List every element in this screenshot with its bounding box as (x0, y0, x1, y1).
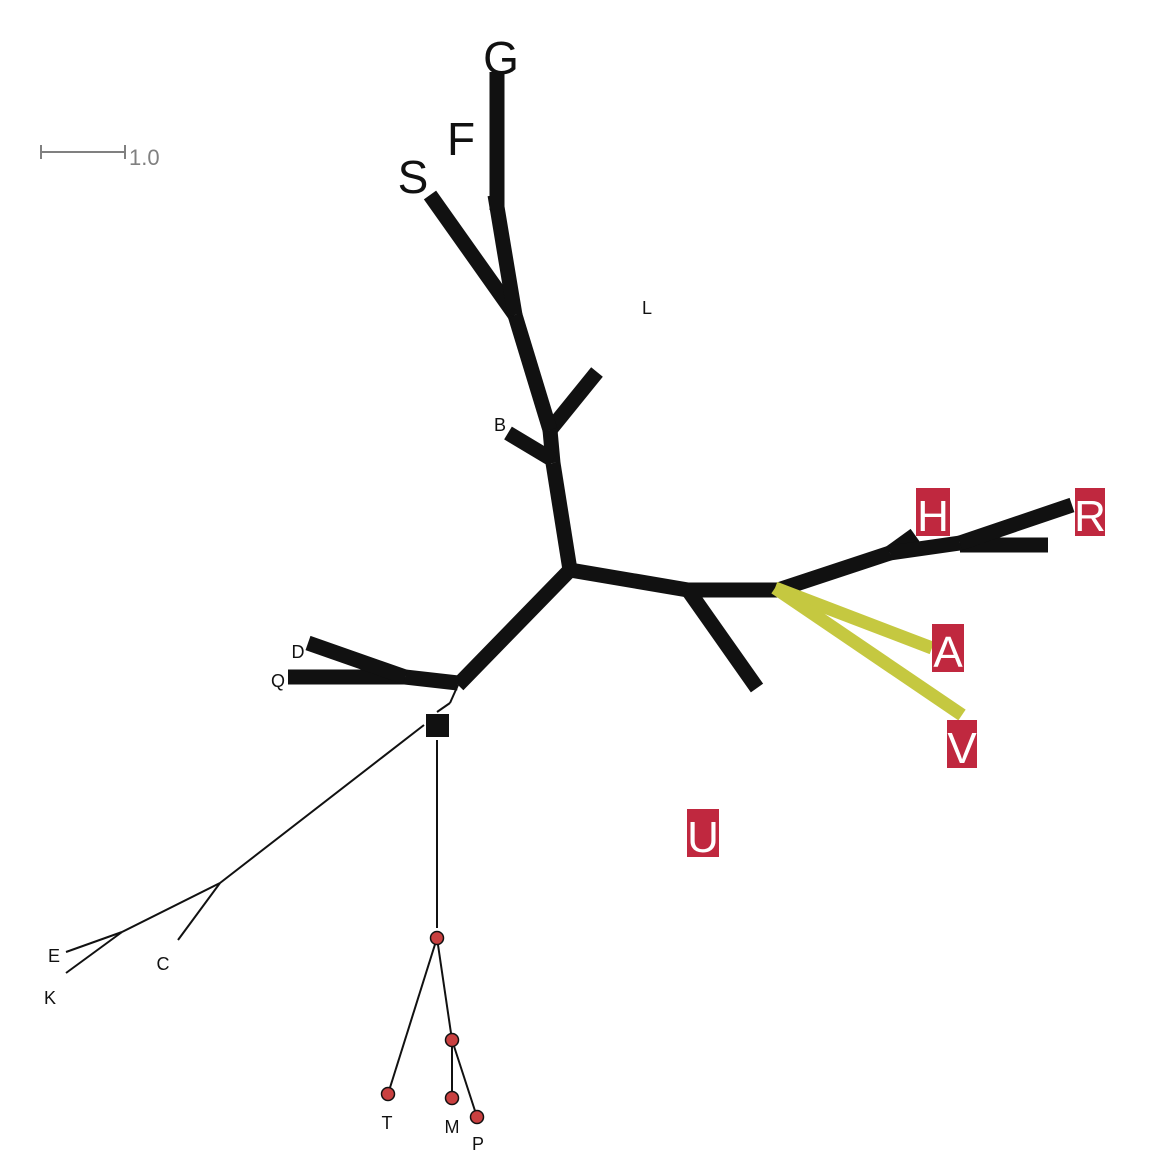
tip-label-c: C (157, 954, 170, 974)
badge-a: A (932, 624, 964, 677)
scale-bar-label: 1.0 (129, 145, 160, 170)
tip-label-t: T (382, 1113, 393, 1133)
node-m (444, 1090, 460, 1106)
circle-nodes (380, 930, 485, 1125)
branch-root-up (545, 461, 578, 572)
badge-r: R (1074, 488, 1106, 541)
square-node (426, 714, 449, 737)
thin-branches (65, 684, 478, 1118)
node-t (380, 1086, 396, 1102)
tip-label-f: F (447, 113, 475, 165)
scale-bar: 1.0 (40, 145, 160, 170)
tip-label-p: P (472, 1134, 484, 1154)
tip-label-k: K (44, 988, 56, 1008)
tip-label-s: S (398, 151, 429, 203)
tip-label-e: E (48, 946, 60, 966)
thick-branches (288, 72, 1075, 693)
node-internal-1 (429, 930, 445, 946)
tip-label-u: U (687, 813, 719, 862)
node-p (469, 1109, 485, 1125)
tip-label-d: D (292, 642, 305, 662)
badge-h: H (916, 488, 950, 541)
tip-label-b: B (494, 415, 506, 435)
tip-label-q: Q (271, 671, 285, 691)
branch-root-left (452, 564, 576, 691)
tip-label-m: M (445, 1117, 460, 1137)
tip-label-l: L (642, 298, 652, 318)
branch-root-right (568, 562, 690, 598)
tip-label-g: G (483, 32, 519, 84)
tip-label-h: H (917, 492, 949, 541)
tip-label-r: R (1074, 492, 1106, 541)
highlighted-branches (771, 581, 966, 721)
tip-label-a: A (933, 628, 963, 677)
node-internal-2 (444, 1032, 460, 1048)
badge-u: U (687, 809, 719, 862)
badge-v: V (947, 720, 977, 773)
tip-label-v: V (947, 724, 977, 773)
